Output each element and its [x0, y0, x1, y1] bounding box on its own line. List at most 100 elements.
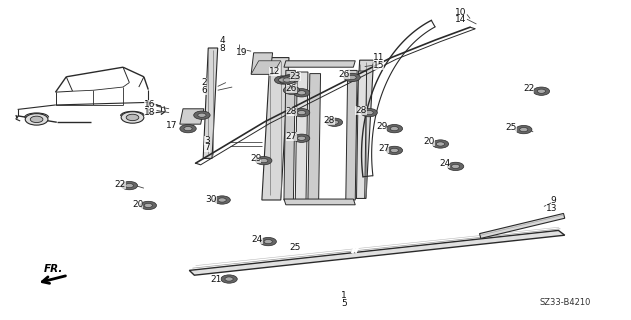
Text: 25: 25: [505, 123, 517, 132]
Text: 26: 26: [338, 70, 350, 79]
Circle shape: [221, 275, 237, 283]
Text: 27: 27: [378, 144, 389, 153]
Circle shape: [279, 76, 295, 84]
Polygon shape: [251, 53, 273, 74]
Text: 25: 25: [290, 244, 301, 252]
Circle shape: [533, 87, 550, 95]
Polygon shape: [284, 199, 355, 205]
Text: 22: 22: [523, 84, 534, 93]
Polygon shape: [262, 58, 289, 200]
Circle shape: [25, 114, 48, 125]
Text: 29: 29: [376, 122, 387, 131]
Text: 7: 7: [204, 143, 210, 152]
Text: 2: 2: [201, 78, 206, 87]
Text: 29: 29: [250, 154, 261, 163]
Text: FR.: FR.: [44, 264, 63, 274]
Circle shape: [432, 140, 449, 148]
Text: 23: 23: [290, 72, 301, 81]
Circle shape: [293, 134, 310, 142]
Text: 16: 16: [144, 100, 156, 108]
Circle shape: [140, 201, 156, 210]
Text: 15: 15: [373, 61, 384, 70]
Circle shape: [520, 127, 528, 132]
Text: 14: 14: [455, 15, 466, 24]
Text: 22: 22: [114, 180, 126, 188]
Circle shape: [144, 204, 153, 208]
Circle shape: [283, 74, 300, 83]
Polygon shape: [251, 61, 281, 74]
Text: 10: 10: [455, 8, 466, 17]
Polygon shape: [352, 60, 374, 198]
Polygon shape: [203, 48, 218, 158]
Text: 5: 5: [341, 299, 347, 308]
Circle shape: [386, 124, 403, 133]
Circle shape: [390, 148, 399, 153]
Text: 17: 17: [166, 121, 177, 130]
Text: 24: 24: [252, 235, 263, 244]
Circle shape: [121, 112, 144, 123]
Text: 6: 6: [201, 86, 207, 95]
Circle shape: [437, 142, 444, 146]
Polygon shape: [346, 70, 357, 200]
Text: 9: 9: [550, 196, 557, 205]
Circle shape: [194, 111, 210, 119]
Text: 24: 24: [439, 159, 451, 168]
Text: 28: 28: [286, 107, 297, 116]
Text: 20: 20: [132, 200, 143, 209]
Circle shape: [274, 76, 291, 84]
Circle shape: [298, 91, 305, 95]
Polygon shape: [308, 74, 321, 200]
Circle shape: [214, 196, 230, 204]
Circle shape: [283, 86, 300, 94]
Circle shape: [180, 124, 196, 133]
Text: SZ33-B4210: SZ33-B4210: [539, 298, 591, 307]
Text: 12: 12: [269, 67, 280, 76]
Circle shape: [260, 158, 268, 163]
Text: 18: 18: [144, 108, 156, 116]
Circle shape: [365, 111, 374, 115]
Circle shape: [516, 125, 532, 134]
Circle shape: [288, 88, 295, 92]
Circle shape: [288, 76, 295, 81]
Text: 28: 28: [324, 116, 335, 124]
Text: 20: 20: [423, 137, 435, 146]
Polygon shape: [189, 230, 565, 275]
Text: 19: 19: [236, 48, 247, 57]
Text: 26: 26: [286, 84, 297, 92]
Circle shape: [361, 108, 377, 117]
Circle shape: [326, 118, 343, 126]
Circle shape: [538, 89, 545, 93]
Circle shape: [447, 162, 464, 171]
Circle shape: [298, 136, 305, 140]
Circle shape: [225, 277, 233, 281]
Circle shape: [298, 111, 305, 115]
Circle shape: [348, 76, 356, 80]
Polygon shape: [357, 71, 367, 198]
Text: 13: 13: [546, 204, 558, 213]
Circle shape: [198, 113, 206, 117]
Text: 27: 27: [286, 132, 297, 141]
Circle shape: [260, 237, 276, 246]
Text: 28: 28: [355, 106, 367, 115]
Circle shape: [264, 239, 273, 244]
Circle shape: [184, 127, 192, 131]
Circle shape: [293, 108, 310, 117]
Circle shape: [218, 198, 226, 202]
Polygon shape: [295, 72, 308, 200]
Circle shape: [283, 78, 292, 82]
Text: 8: 8: [219, 44, 225, 53]
Circle shape: [256, 156, 272, 165]
Text: 11: 11: [373, 53, 384, 62]
Circle shape: [331, 120, 339, 124]
Polygon shape: [284, 61, 355, 67]
Circle shape: [293, 89, 310, 97]
Circle shape: [125, 184, 133, 188]
Polygon shape: [180, 109, 204, 124]
Text: 30: 30: [206, 195, 217, 204]
Circle shape: [452, 164, 459, 169]
Circle shape: [390, 127, 399, 131]
Text: 1: 1: [341, 292, 347, 300]
Circle shape: [30, 116, 43, 123]
Text: 4: 4: [220, 36, 225, 45]
Circle shape: [279, 78, 286, 82]
